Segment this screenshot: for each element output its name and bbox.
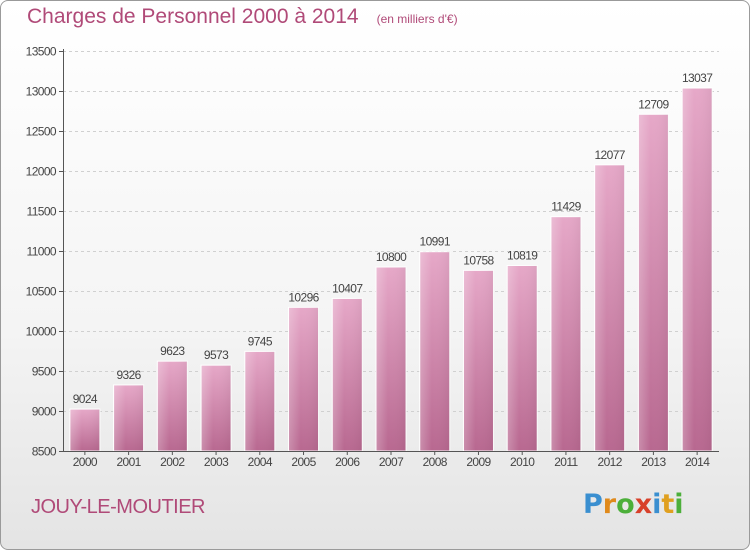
logo-letter: o [616, 489, 635, 520]
value-label: 9573 [204, 348, 229, 362]
title-row: Charges de Personnel 2000 à 2014 (en mil… [27, 5, 458, 29]
bar-shine [201, 365, 232, 451]
y-tick-label: 8500 [32, 445, 57, 459]
value-label: 10296 [288, 290, 319, 304]
bar-shine [332, 298, 363, 451]
x-tick-label: 2012 [598, 455, 623, 469]
bar-shine [463, 270, 494, 451]
y-tick-label: 11000 [27, 245, 57, 259]
x-tick-label: 2002 [160, 455, 185, 469]
town-name: JOUY-LE-MOUTIER [31, 496, 206, 518]
x-tick-label: 2001 [116, 455, 141, 469]
axis-layer: 8500 9000 9500 10000 10500 11000 11500 12000 125… [26, 45, 719, 469]
x-tick-label: 2010 [510, 455, 535, 469]
bar-layer: 9024 9326 9623 9573 9745 10296 10407 10800 10991… [69, 71, 714, 452]
logo-letter: x [634, 489, 653, 520]
value-label: 9326 [116, 368, 141, 382]
bar-shine [376, 267, 406, 451]
y-tick-label: 13000 [26, 85, 57, 99]
x-tick-label: 2007 [379, 455, 404, 469]
value-label: 12709 [638, 97, 669, 111]
logo-letter: i [674, 489, 684, 520]
bar-shine [594, 164, 625, 451]
bar-shine [682, 88, 713, 451]
logo-letter: i [652, 489, 662, 520]
chart-subtitle: (en milliers d'€) [376, 12, 458, 26]
value-label: 9024 [73, 392, 98, 406]
logo-letter: r [602, 489, 617, 520]
x-tick-label: 2013 [641, 455, 666, 469]
bar-shine [69, 409, 100, 451]
value-label: 9745 [248, 334, 273, 348]
chart-title: Charges de Personnel 2000 à 2014 [27, 5, 359, 28]
x-tick-label: 2014 [685, 455, 710, 469]
y-tick-label: 11500 [27, 205, 57, 219]
y-tick-label: 9000 [32, 405, 57, 419]
x-tick-label: 2011 [554, 455, 578, 469]
bar-shine [113, 384, 144, 451]
x-tick-label: 2009 [466, 455, 491, 469]
value-label: 11429 [551, 200, 581, 214]
x-tick-label: 2005 [291, 455, 316, 469]
bar-shine [419, 251, 450, 451]
bar-shine [244, 351, 275, 451]
logo-letter: P [583, 489, 603, 520]
y-tick-label: 12500 [26, 125, 57, 139]
x-tick-label: 2008 [423, 455, 448, 469]
value-label: 10800 [376, 250, 407, 264]
bar-shine [507, 265, 538, 451]
value-label: 9623 [160, 344, 185, 358]
value-label: 10758 [463, 253, 494, 267]
value-label: 10407 [332, 281, 363, 295]
bar-shine [550, 216, 581, 451]
bar-shine [157, 361, 188, 451]
bar-shine [638, 114, 669, 451]
y-tick-label: 9500 [32, 365, 57, 379]
y-tick-label: 12000 [26, 165, 57, 179]
value-label: 10819 [507, 248, 538, 262]
value-label: 13037 [682, 71, 713, 85]
x-tick-label: 2003 [204, 455, 229, 469]
y-tick-label: 10000 [26, 325, 57, 339]
logo-letter: t [661, 489, 675, 520]
x-tick-label: 2000 [73, 455, 98, 469]
value-label: 10991 [420, 235, 451, 249]
y-tick-label: 13500 [26, 45, 57, 59]
bar-shine [288, 307, 319, 451]
value-label: 12077 [594, 148, 625, 162]
proxiti-logo: Proxiti [583, 489, 684, 520]
x-tick-label: 2006 [335, 455, 360, 469]
y-tick-label: 10500 [26, 285, 57, 299]
x-tick-label: 2004 [248, 455, 273, 469]
